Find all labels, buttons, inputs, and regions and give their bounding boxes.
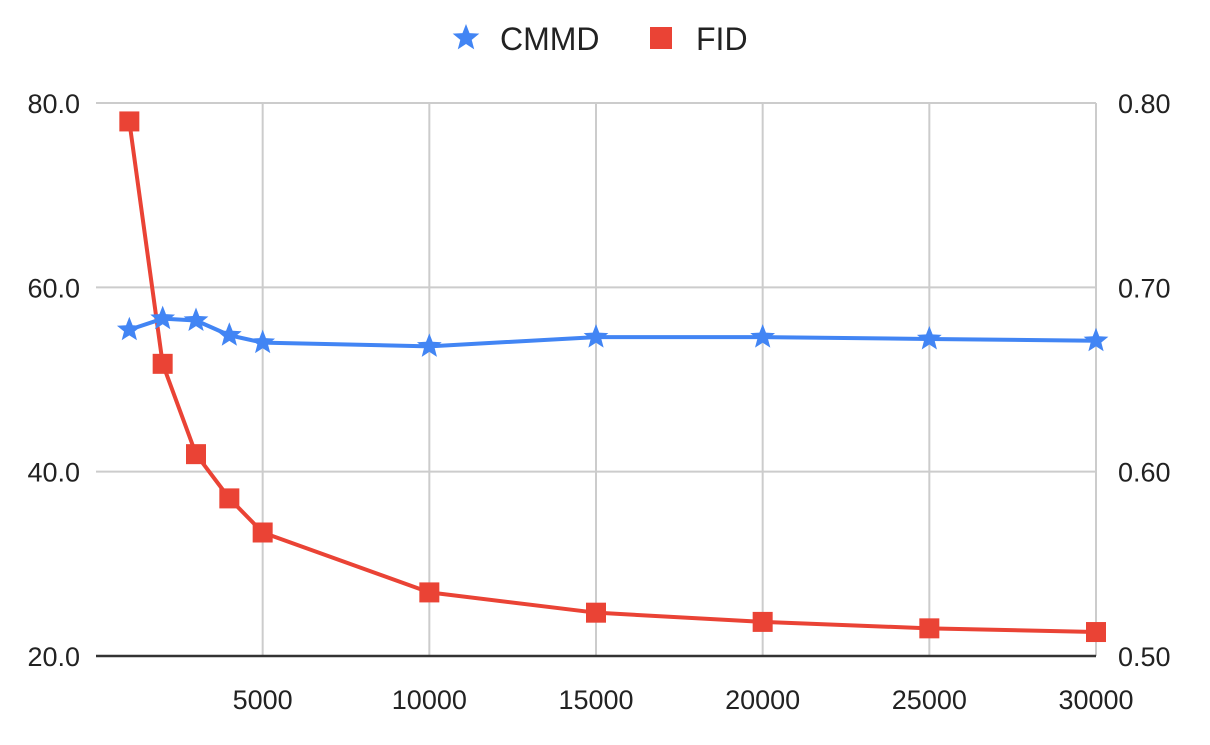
y-left-tick-label: 40.0 <box>27 458 80 488</box>
y-right-tick-label: 0.70 <box>1118 273 1171 303</box>
y-right-tick-label: 0.50 <box>1118 642 1171 672</box>
cmmd-point <box>416 333 442 357</box>
cmmd-point <box>750 324 776 348</box>
tick-labels: 20.0 40.0 60.0 80.0 0.50 0.60 0.70 0.80 5000 1000… <box>27 89 1170 715</box>
fid-point <box>1086 622 1106 643</box>
x-tick-label: 20000 <box>725 685 800 715</box>
y-left-tick-label: 80.0 <box>27 89 80 119</box>
star-icon <box>452 24 480 50</box>
cmmd-point <box>116 316 142 341</box>
fid-point <box>419 582 440 603</box>
cmmd-point <box>250 329 276 354</box>
cmmd-point <box>583 324 609 348</box>
series-line-cmmd <box>128 316 1097 349</box>
fid-point <box>152 353 173 374</box>
series-layer <box>116 111 1109 643</box>
legend-label-fid: FID <box>696 21 748 57</box>
y-left-tick-label: 20.0 <box>27 642 80 672</box>
cmmd-point <box>150 305 176 330</box>
x-tick-label: 5000 <box>233 685 293 715</box>
cmmd-point <box>1083 327 1109 352</box>
legend-label-cmmd: CMMD <box>500 21 600 57</box>
fid-point <box>219 488 240 509</box>
y-right-tick-label: 0.80 <box>1118 89 1171 119</box>
fid-point <box>752 611 773 632</box>
cmmd-point <box>216 322 242 346</box>
x-tick-label: 10000 <box>392 685 467 715</box>
y-right-tick-label: 0.60 <box>1118 458 1171 488</box>
x-tick-label: 30000 <box>1058 685 1133 715</box>
x-tick-label: 15000 <box>558 685 633 715</box>
cmmd-point <box>183 307 209 332</box>
cmmd-point <box>916 325 942 350</box>
fid-point <box>119 111 140 132</box>
fid-point <box>186 444 206 465</box>
series-line-fid <box>127 121 1097 635</box>
gridlines <box>96 102 1097 656</box>
square-icon <box>650 27 672 49</box>
y-left-tick-label: 60.0 <box>27 273 80 303</box>
legend: CMMD FID <box>452 21 748 57</box>
fid-point <box>252 522 273 543</box>
fid-point <box>586 602 606 623</box>
fid-point <box>919 618 940 639</box>
x-tick-label: 25000 <box>892 685 967 715</box>
